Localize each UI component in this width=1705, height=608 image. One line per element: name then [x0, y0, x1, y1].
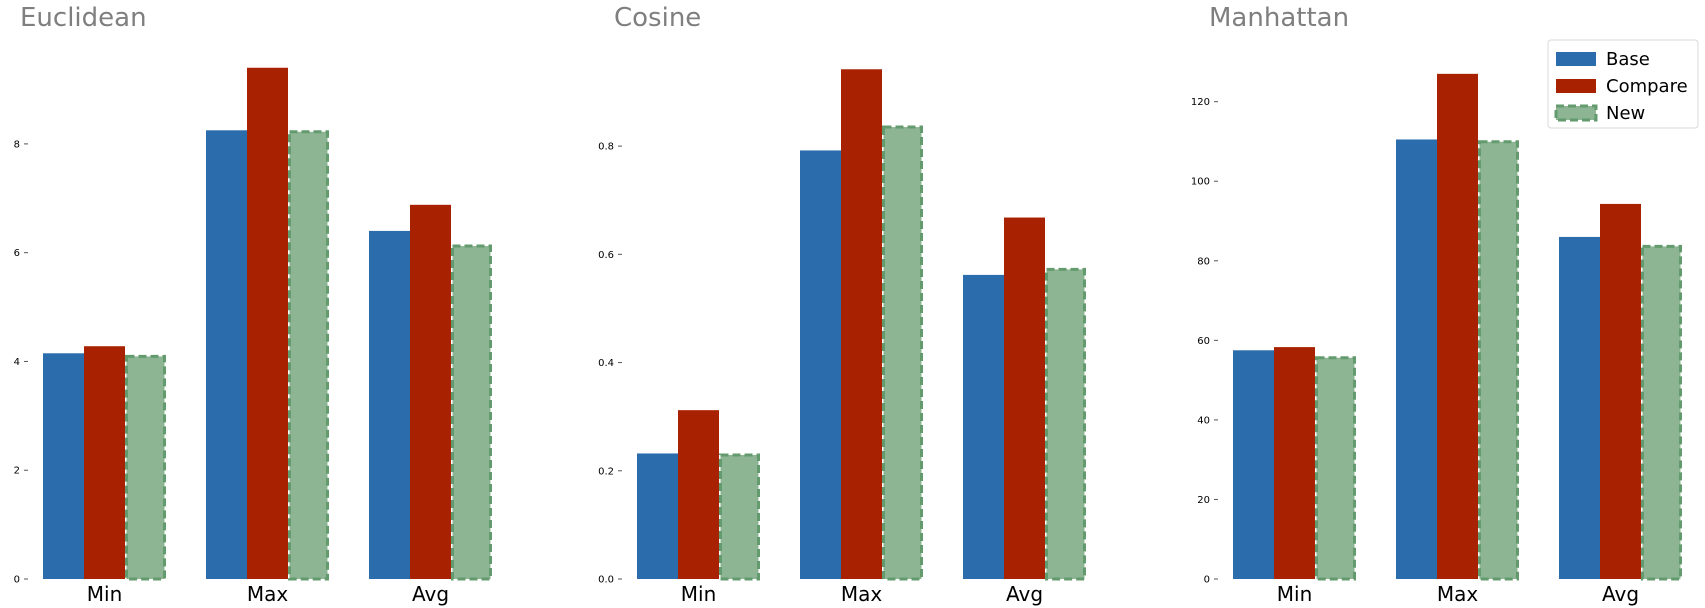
y-tick-label: 6	[14, 248, 20, 259]
bar-base-min	[637, 453, 678, 579]
bar-new-max	[882, 125, 923, 581]
bar-compare-avg	[1600, 203, 1641, 579]
bar-new-min	[719, 453, 760, 581]
category-label: Avg	[412, 582, 449, 606]
legend-swatch-new	[1554, 104, 1598, 122]
panel-title: Euclidean	[20, 3, 147, 33]
bar-base-min	[43, 353, 84, 579]
y-tick-label: 20	[1197, 495, 1210, 506]
legend-swatch-compare	[1556, 79, 1596, 93]
bar-new-max	[288, 130, 329, 581]
bar-base-max	[1396, 139, 1437, 579]
legend-label-compare: Compare	[1606, 76, 1688, 97]
bar-new-min	[125, 354, 166, 581]
bar-new-avg	[451, 244, 492, 581]
bar-base-avg	[963, 274, 1004, 579]
y-tick-label: 0.0	[598, 575, 614, 586]
bar-base-min	[1233, 350, 1274, 579]
category-label: Min	[1277, 582, 1313, 606]
y-tick-label: 0	[1204, 575, 1210, 586]
bar-base-max	[206, 130, 247, 579]
category-label: Max	[841, 582, 883, 606]
chart-panel-euclidean: Euclidean 0 2 4 6 8 Min Max Avg	[14, 3, 492, 606]
bar-new-max	[1478, 140, 1519, 581]
category-label: Min	[681, 582, 717, 606]
panel-title: Cosine	[614, 3, 701, 33]
y-tick-label: 0.8	[598, 142, 614, 153]
y-tick-label: 0.6	[598, 250, 614, 261]
bar-compare-max	[247, 67, 288, 580]
bar-compare-avg	[410, 204, 451, 579]
bar-base-max	[800, 150, 841, 579]
y-tick-label: 0	[14, 575, 20, 586]
y-tick-label: 60	[1197, 336, 1210, 347]
bar-new-min	[1315, 356, 1356, 581]
legend-label-base: Base	[1606, 49, 1650, 70]
bar-compare-min	[678, 410, 719, 579]
y-tick-label: 80	[1197, 256, 1210, 267]
bar-compare-min	[84, 346, 125, 579]
y-tick-label: 8	[14, 139, 20, 150]
panel-title: Manhattan	[1209, 3, 1349, 33]
y-tick-label: 40	[1197, 415, 1210, 426]
legend: Base Compare New	[1547, 39, 1699, 129]
y-tick-label: 120	[1191, 97, 1210, 108]
y-tick-label: 0.4	[598, 358, 614, 369]
bar-new-avg	[1045, 267, 1086, 581]
bar-base-avg	[369, 230, 410, 579]
bar-compare-max	[1437, 73, 1478, 579]
y-tick-label: 2	[14, 466, 20, 477]
legend-label-new: New	[1606, 103, 1645, 124]
bar-new-avg	[1641, 244, 1682, 581]
chart-panel-cosine: Cosine 0.0 0.2 0.4 0.6 0.8 Min Max Avg	[598, 3, 1086, 606]
legend-swatch-base	[1556, 52, 1596, 66]
category-label: Max	[247, 582, 289, 606]
chart-panel-manhattan: Manhattan 0 20 40 60 80 100 120 Min Max Avg	[1191, 3, 1682, 606]
category-label: Avg	[1602, 582, 1639, 606]
y-tick-label: 0.2	[598, 466, 614, 477]
bar-base-avg	[1559, 236, 1600, 580]
bar-compare-max	[841, 69, 882, 580]
y-tick-label: 4	[14, 357, 20, 368]
category-label: Avg	[1006, 582, 1043, 606]
category-label: Min	[87, 582, 123, 606]
bar-compare-min	[1274, 347, 1315, 579]
category-label: Max	[1437, 582, 1479, 606]
bar-compare-avg	[1004, 217, 1045, 580]
y-tick-label: 100	[1191, 177, 1210, 188]
